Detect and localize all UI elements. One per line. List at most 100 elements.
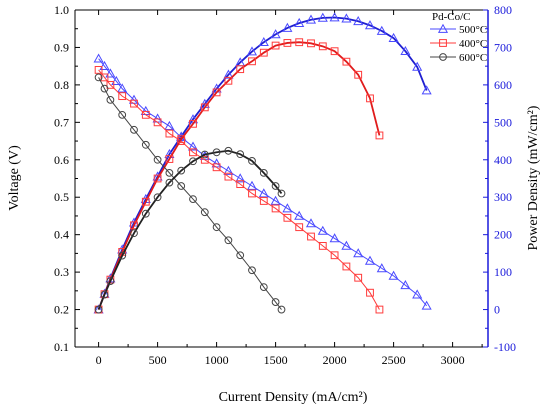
voltage-point	[341, 240, 352, 250]
power-point	[295, 38, 304, 47]
right-tick-label: 100	[494, 265, 512, 279]
power-point	[94, 305, 103, 314]
power-point	[177, 166, 186, 175]
power-point	[153, 174, 162, 183]
voltage-point	[364, 255, 376, 265]
voltage-point	[100, 84, 109, 93]
voltage-point	[189, 195, 197, 203]
voltage-point	[165, 168, 174, 177]
series-0	[93, 12, 432, 314]
right-tick-label: 200	[494, 228, 512, 242]
left-tick-label: 0.4	[54, 228, 69, 242]
power-point	[259, 48, 268, 57]
legend-title: Pd-Co/C	[432, 11, 471, 23]
voltage-point	[271, 298, 280, 306]
voltage-point	[106, 80, 115, 89]
right-tick-label: 700	[494, 40, 512, 54]
x-tick-label: 3000	[441, 353, 465, 367]
voltage-point	[236, 251, 245, 260]
voltage-point	[212, 223, 221, 232]
power-point	[130, 221, 138, 230]
voltage-line	[98, 58, 428, 307]
voltage-point	[277, 305, 286, 314]
voltage-point	[375, 305, 384, 314]
voltage-point	[130, 99, 138, 108]
power-point	[318, 42, 327, 51]
power-point	[294, 17, 305, 27]
power-line	[97, 16, 428, 310]
voltage-point	[307, 232, 315, 241]
power-point	[375, 131, 384, 140]
left-tick-label: 0.7	[54, 115, 69, 129]
voltage-point	[164, 120, 175, 130]
x-tick-label: 500	[149, 353, 167, 367]
power-point	[412, 61, 423, 71]
voltage-point	[248, 189, 256, 198]
voltage-point	[93, 53, 104, 63]
legend-label: 600°C	[459, 52, 487, 64]
power-point	[153, 193, 162, 202]
power-point	[353, 16, 364, 26]
power-point	[317, 12, 328, 22]
voltage-point	[177, 182, 186, 190]
voltage-point	[271, 204, 280, 213]
voltage-point	[294, 210, 305, 220]
voltage-point	[141, 110, 150, 119]
power-point	[189, 157, 197, 166]
power-point	[376, 25, 387, 35]
series-2	[94, 73, 286, 314]
legend-marker	[437, 23, 449, 33]
power-point	[165, 155, 174, 163]
voltage-point	[353, 248, 364, 258]
voltage-point	[295, 223, 304, 232]
voltage-point	[130, 125, 138, 134]
voltage-point	[99, 60, 110, 71]
power-point	[305, 14, 317, 24]
x-tick-label: 0	[96, 353, 102, 367]
right-tick-label: 300	[494, 190, 512, 204]
voltage-point	[200, 155, 209, 164]
voltage-point	[106, 95, 115, 104]
power-point	[259, 168, 268, 177]
left-tick-label: 0.9	[54, 40, 69, 54]
power-point	[421, 85, 432, 95]
voltage-point	[366, 288, 374, 297]
voltage-point	[329, 233, 340, 243]
voltage-point	[100, 73, 109, 82]
left-tick-label: 0.8	[54, 78, 69, 92]
voltage-point	[223, 165, 234, 175]
power-point	[106, 277, 115, 285]
voltage-point	[187, 141, 199, 151]
voltage-line	[98, 77, 282, 310]
voltage-point	[248, 266, 256, 275]
voltage-point	[246, 180, 258, 190]
power-point	[283, 39, 292, 47]
power-point	[212, 88, 221, 97]
power-point	[330, 47, 339, 56]
power-line	[97, 41, 381, 310]
left-axis-ticks: 0.1 0.2 0.3 0.4 0.5 0.6 0.7 0.8 0.9 1.0	[54, 3, 80, 354]
power-point	[224, 76, 233, 85]
voltage-point	[200, 208, 209, 217]
left-axis-title: Voltage (V)	[7, 145, 22, 211]
right-tick-label: 0	[494, 303, 500, 317]
left-tick-label: 0.5	[54, 190, 69, 204]
voltage-point	[224, 236, 233, 245]
voltage-point	[270, 195, 281, 205]
power-point	[177, 135, 186, 144]
voltage-point	[153, 118, 162, 127]
right-axis-title: Power Density (mW/cm²)	[526, 105, 541, 250]
power-point	[223, 69, 234, 79]
power-point	[212, 148, 221, 157]
power-point	[248, 57, 256, 66]
x-tick-label: 2000	[323, 353, 347, 367]
power-point	[271, 182, 280, 190]
voltage-point	[258, 188, 269, 198]
voltage-point	[282, 203, 293, 213]
power-point	[388, 32, 399, 42]
voltage-point	[141, 140, 150, 149]
plot-frame	[74, 9, 489, 348]
x-axis-title: Current Density (mA/cm²)	[219, 390, 368, 405]
power-point	[189, 119, 197, 128]
power-point	[224, 146, 233, 155]
